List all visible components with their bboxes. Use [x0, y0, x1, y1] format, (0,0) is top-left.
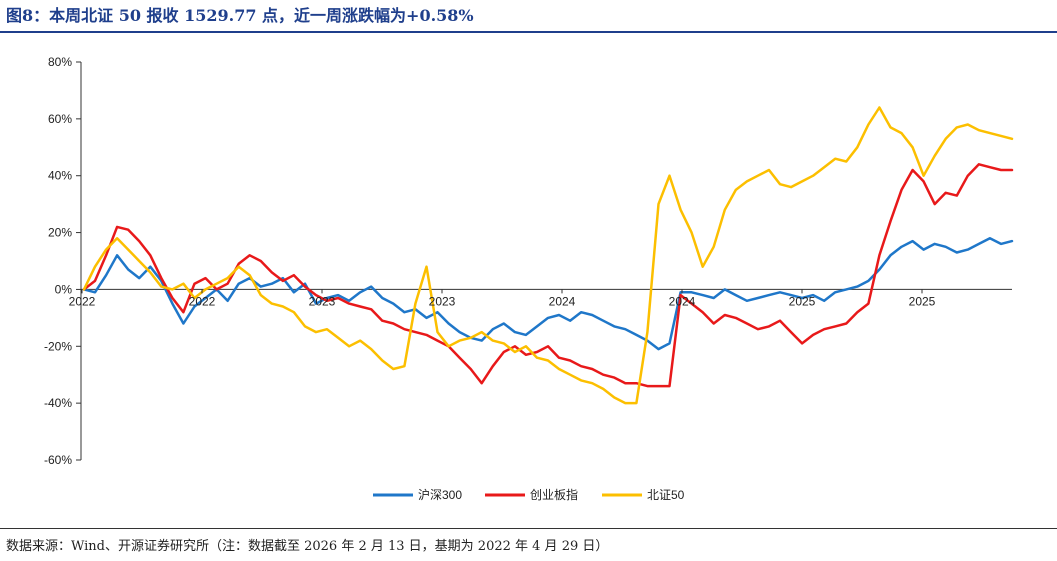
y-tick-label: -40%	[44, 396, 72, 410]
source-note: 数据来源：Wind、开源证券研究所（注：数据截至 2026 年 2 月 13 日…	[6, 539, 609, 554]
y-tick-label: -60%	[44, 453, 72, 467]
x-tick-label: 2023	[309, 294, 336, 308]
line-chart: -60%-40%-20%0%20%40%60%80% 2022 2022 2023 2…	[44, 55, 1014, 502]
x-tick-labels: 2022 2022 2023 2023 2024 2024 2025 2025	[69, 289, 936, 308]
chart-title: 图8：本周北证 50 报收 1529.77 点，近一周涨跌幅为+0.58%	[6, 6, 474, 25]
footer-divider	[0, 528, 1057, 529]
series-line-3	[82, 106, 1014, 405]
title-divider	[0, 31, 1057, 33]
y-tick-label: 20%	[48, 226, 72, 240]
y-tick-label: 40%	[48, 169, 72, 183]
y-tick-label: 60%	[48, 112, 72, 126]
chart-legend: 沪深300 创业板指 北证50	[373, 487, 685, 502]
series-lines	[82, 106, 1014, 405]
x-tick-label: 2025	[909, 294, 936, 308]
x-tick-label: 2025	[789, 294, 816, 308]
series-line-1	[82, 237, 1014, 351]
legend-label-2: 创业板指	[530, 487, 578, 502]
x-tick-label: 2022	[189, 294, 216, 308]
x-tick-label: 2024	[669, 294, 696, 308]
chart-axes: -60% -40% -20% 0% 20% 40% 60% 80%	[44, 55, 1012, 467]
series-line-2	[82, 163, 1014, 388]
x-tick-label: 2022	[69, 294, 96, 308]
y-tick-label: 80%	[48, 55, 72, 69]
legend-label-3: 北证50	[647, 488, 685, 502]
y-tick-label: 0%	[55, 282, 73, 296]
x-tick-label: 2024	[549, 294, 576, 308]
y-tick-label: -20%	[44, 339, 72, 353]
legend-label-1: 沪深300	[418, 488, 462, 502]
x-tick-label: 2023	[429, 294, 456, 308]
